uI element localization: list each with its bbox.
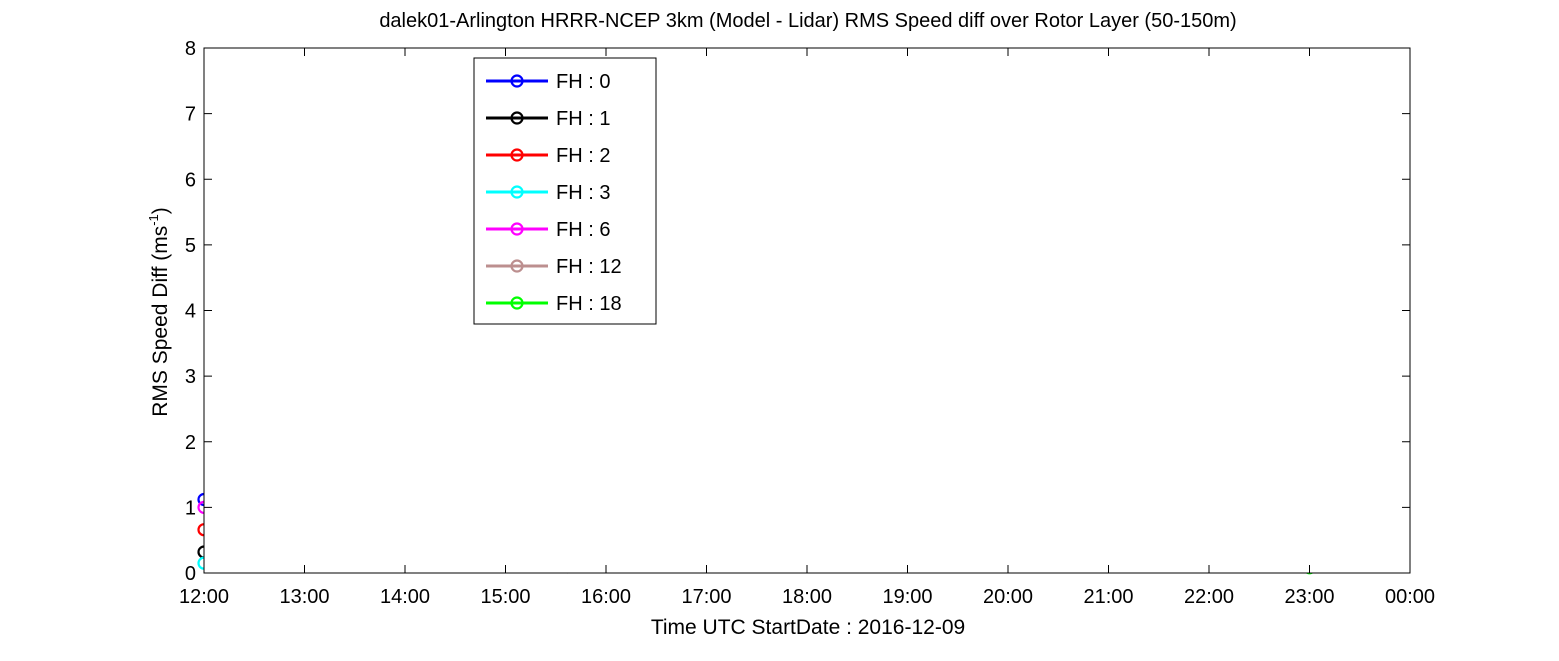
x-tick-label: 20:00 [983, 586, 1033, 608]
x-tick-label: 21:00 [1083, 586, 1133, 608]
legend-label: FH : 1 [556, 108, 610, 130]
y-tick-label: 1 [185, 497, 196, 519]
y-tick-label: 4 [185, 301, 196, 323]
plot-frame [203, 47, 1411, 574]
y-tick-label: 5 [185, 235, 196, 257]
legend-label: FH : 6 [556, 219, 610, 241]
legend-marker [510, 259, 524, 273]
legend-entry: FH : 12 [486, 256, 622, 278]
legend-marker [510, 111, 524, 125]
legend-entry: FH : 0 [486, 71, 610, 93]
x-tick-label: 19:00 [882, 586, 932, 608]
y-tick-label: 3 [185, 366, 196, 388]
x-tick-label: 13:00 [279, 586, 329, 608]
legend-entry: FH : 6 [486, 219, 610, 241]
legend-marker [510, 185, 524, 199]
legend-label: FH : 0 [556, 71, 610, 93]
legend-entry: FH : 1 [486, 108, 610, 130]
x-tick-label: 17:00 [681, 586, 731, 608]
y-tick-label: 2 [185, 432, 196, 454]
y-axis-label-close: ) [149, 207, 172, 214]
legend-label: FH : 12 [556, 256, 622, 278]
legend-entry: FH : 3 [486, 182, 610, 204]
x-tick-label: 23:00 [1284, 586, 1334, 608]
y-axis-label: RMS Speed Diff (ms-1) [146, 207, 172, 417]
x-tick-label: 15:00 [480, 586, 530, 608]
legend-marker [510, 74, 524, 88]
x-axis-label: Time UTC StartDate : 2016-12-09 [651, 616, 965, 639]
x-tick-label: 12:00 [179, 586, 229, 608]
legend-label: FH : 18 [556, 293, 622, 315]
y-tick-label: 0 [185, 563, 196, 585]
y-tick-label: 7 [185, 104, 196, 126]
legend-entry: FH : 2 [486, 145, 610, 167]
y-tick-label: 6 [185, 169, 196, 191]
chart-title: dalek01-Arlington HRRR-NCEP 3km (Model -… [379, 10, 1236, 32]
legend-marker [510, 148, 524, 162]
x-tick-label: 00:00 [1385, 586, 1435, 608]
legend: FH : 0 FH : 1 FH : 2 FH : 3 FH : 6 FH : 12 FH … [473, 57, 657, 325]
legend-entry: FH : 18 [486, 293, 622, 315]
y-axis-label-main: RMS Speed Diff (ms [149, 226, 172, 417]
legend-label: FH : 3 [556, 182, 610, 204]
y-tick-label: 8 [185, 38, 196, 60]
legend-marker [510, 222, 524, 236]
x-tick-label: 16:00 [581, 586, 631, 608]
y-axis-label-sup: -1 [146, 214, 161, 226]
legend-label: FH : 2 [556, 145, 610, 167]
legend-marker [510, 296, 524, 310]
axes: 12:00 13:00 14:00 15:00 16:00 17:00 18:00 19:00… [179, 38, 1435, 608]
x-tick-label: 22:00 [1184, 586, 1234, 608]
x-tick-label: 18:00 [782, 586, 832, 608]
x-tick-label: 14:00 [380, 586, 430, 608]
